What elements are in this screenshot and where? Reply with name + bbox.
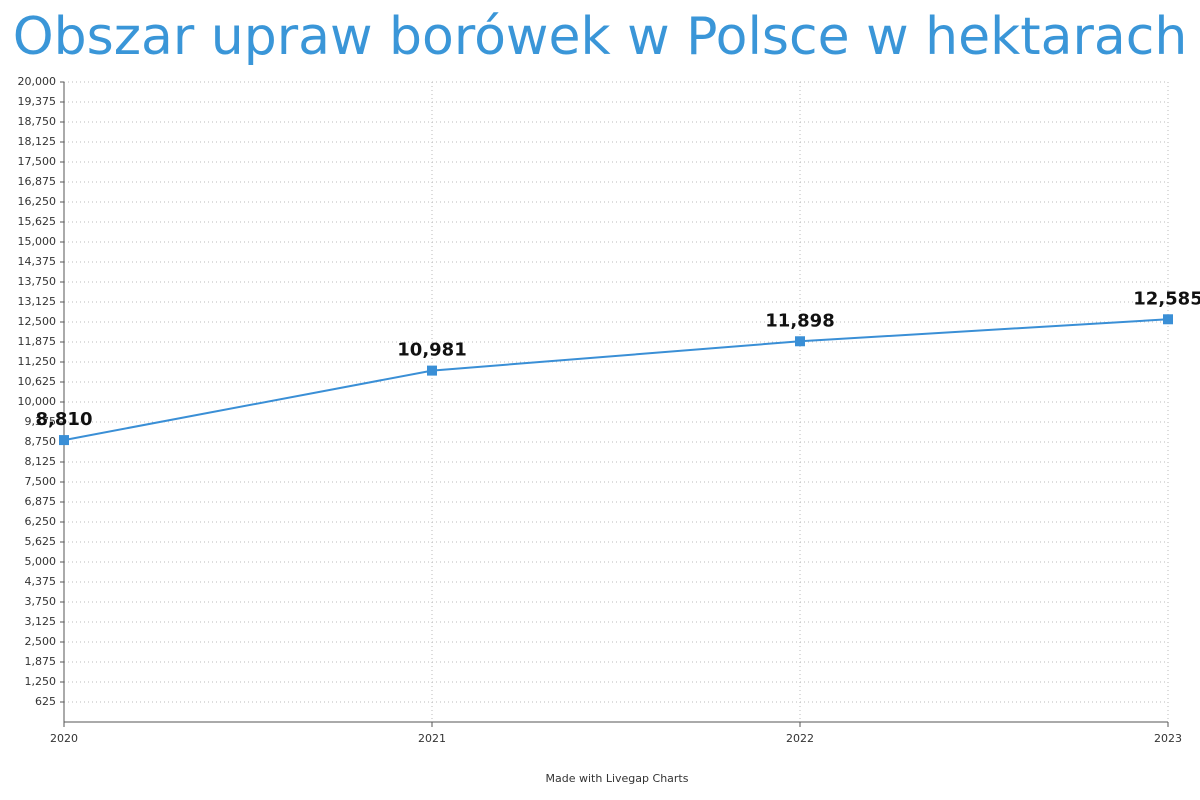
y-tick-label: 19,375 [18, 95, 57, 108]
data-point [1163, 314, 1173, 325]
y-tick-label: 16,250 [18, 195, 57, 208]
y-tick-label: 17,500 [18, 155, 57, 168]
data-point [427, 365, 437, 376]
y-tick-label: 14,375 [18, 255, 57, 268]
data-label: 10,981 [397, 340, 466, 361]
data-point [59, 435, 69, 446]
data-label: 12,585 [1133, 288, 1200, 309]
y-tick-label: 1,250 [25, 675, 57, 688]
y-tick-label: 11,875 [18, 335, 57, 348]
y-tick-label: 2,500 [25, 635, 57, 648]
y-tick-label: 5,000 [25, 555, 57, 568]
y-tick-label: 15,625 [18, 215, 57, 228]
y-tick-label: 15,000 [18, 235, 57, 248]
x-tick-label: 2022 [786, 732, 814, 745]
y-tick-label: 3,750 [25, 595, 57, 608]
chart-title: Obszar upraw borówek w Polsce w hektarac… [13, 7, 1188, 67]
y-tick-label: 18,125 [18, 135, 57, 148]
y-tick-label: 16,875 [18, 175, 57, 188]
y-tick-label: 6,250 [25, 515, 57, 528]
data-label: 8,810 [36, 409, 93, 430]
y-tick-label: 9,375 [25, 415, 57, 428]
y-tick-label: 6,875 [25, 495, 57, 508]
y-tick-label: 10,000 [18, 395, 57, 408]
y-tick-label: 4,375 [25, 575, 57, 588]
y-tick-label: 12,500 [18, 315, 57, 328]
y-tick-label: 1,875 [25, 655, 57, 668]
y-tick-label: 20,000 [18, 75, 57, 88]
footer: Made with Livegap Charts [546, 772, 689, 785]
y-tick-label: 11,250 [18, 355, 57, 368]
y-tick-label: 7,500 [25, 475, 57, 488]
y-tick-label: 8,750 [25, 435, 57, 448]
x-tick-label: 2020 [50, 732, 78, 745]
y-tick-label: 13,750 [18, 275, 57, 288]
x-tick-label: 2021 [418, 732, 446, 745]
y-tick-label: 10,625 [18, 375, 57, 388]
data-point [795, 336, 805, 347]
data-label: 11,898 [765, 310, 834, 331]
y-tick-label: 625 [35, 695, 56, 708]
y-tick-label: 3,125 [25, 615, 57, 628]
y-tick-label: 13,125 [18, 295, 57, 308]
y-tick-label: 8,125 [25, 455, 57, 468]
y-tick-label: 18,750 [18, 115, 57, 128]
data-line [63, 318, 1169, 442]
y-tick-label: 5,625 [25, 535, 57, 548]
x-tick-label: 2023 [1154, 732, 1182, 745]
